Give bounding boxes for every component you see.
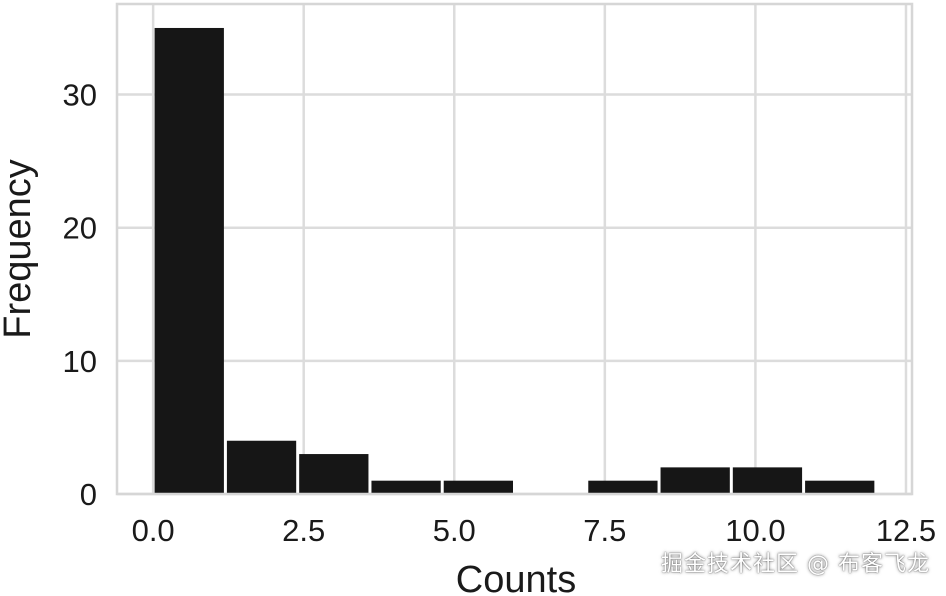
x-tick-label: 12.5 [876,513,936,548]
x-tick-label: 2.5 [282,513,325,548]
x-tick-label: 5.0 [433,513,476,548]
histogram-bar [299,454,369,494]
y-axis-label: Frequency [0,159,39,339]
histogram-bar [588,480,658,494]
histogram-bars [154,27,875,494]
histogram-bar [732,467,803,494]
histogram-bar [371,480,441,494]
histogram-bar [443,480,513,494]
histogram-bar [660,467,730,494]
histogram-bar [154,27,224,494]
x-tick-label: 10.0 [725,513,785,548]
x-tick-labels: 0.0 2.5 5.0 7.5 10.0 12.5 [132,513,937,548]
x-tick-label: 0.0 [132,513,175,548]
histogram-bar [805,480,875,494]
watermark-text: 掘金技术社区 @ 布客飞龙 [661,552,930,577]
x-axis-label: Counts [456,559,576,596]
y-tick-label: 10 [63,344,97,379]
plot-background [117,4,912,494]
y-tick-label: 20 [63,211,97,246]
y-tick-label: 30 [63,78,97,113]
plot-frame [115,2,914,496]
y-tick-labels: 0 10 20 30 [63,78,97,512]
histogram-bar [226,440,297,494]
y-tick-label: 0 [80,477,97,512]
x-tick-label: 7.5 [583,513,626,548]
